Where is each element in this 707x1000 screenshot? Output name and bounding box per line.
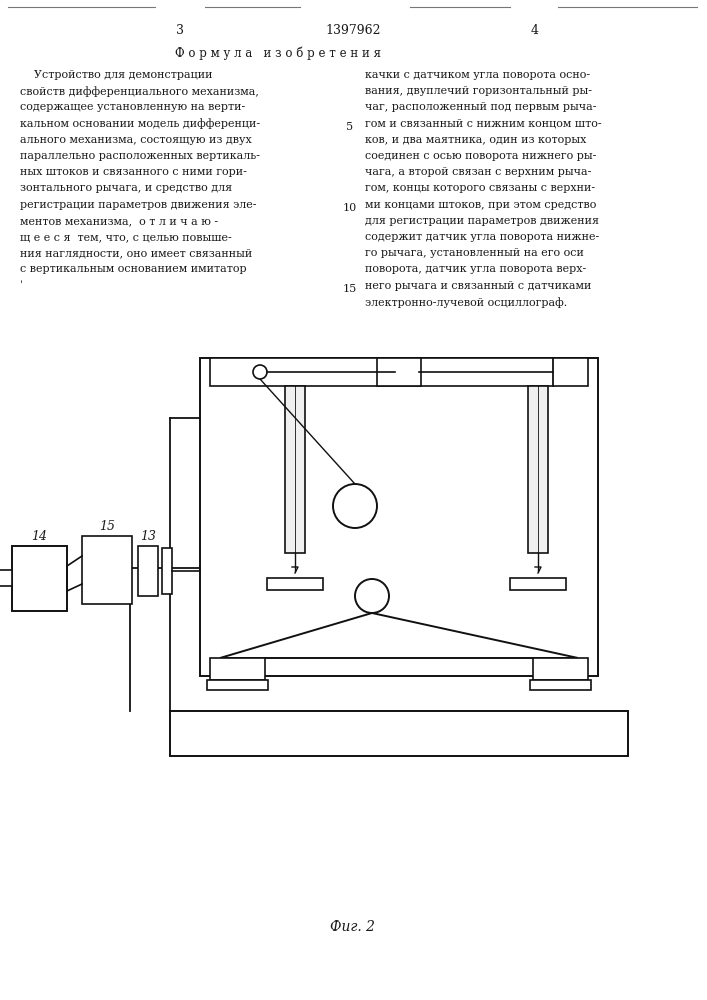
Text: 14: 14 <box>31 530 47 543</box>
Circle shape <box>333 484 377 528</box>
Bar <box>210 358 588 386</box>
Text: гом, концы которого связаны с верхни-: гом, концы которого связаны с верхни- <box>365 183 595 193</box>
Text: ков, и два маятника, один из которых: ков, и два маятника, один из которых <box>365 135 586 145</box>
Bar <box>207 680 268 690</box>
Text: 15: 15 <box>343 284 357 294</box>
Bar <box>82 536 132 604</box>
Polygon shape <box>220 613 578 658</box>
Text: параллельно расположенных вертикаль-: параллельно расположенных вертикаль- <box>20 151 260 161</box>
Text: ˈ: ˈ <box>20 281 23 291</box>
Text: ми концами штоков, при этом средство: ми концами штоков, при этом средство <box>365 200 597 210</box>
Text: ального механизма, состоящую из двух: ального механизма, состоящую из двух <box>20 135 252 145</box>
Text: чаг, расположенный под первым рыча-: чаг, расположенный под первым рыча- <box>365 102 597 112</box>
Bar <box>377 358 421 386</box>
Text: 10: 10 <box>343 203 357 213</box>
Bar <box>528 386 548 553</box>
Text: качки с датчиком угла поворота осно-: качки с датчиком угла поворота осно- <box>365 70 590 80</box>
Bar <box>533 658 588 680</box>
Bar <box>267 578 323 590</box>
Text: 15: 15 <box>99 520 115 533</box>
Text: электронно-лучевой осциллограф.: электронно-лучевой осциллограф. <box>365 297 567 308</box>
Text: 1397962: 1397962 <box>325 24 381 37</box>
Text: гом и связанный с нижним концом што-: гом и связанный с нижним концом што- <box>365 119 602 129</box>
Bar <box>510 578 566 590</box>
Text: ных штоков и связанного с ними гори-: ных штоков и связанного с ними гори- <box>20 167 247 177</box>
Bar <box>200 358 598 676</box>
Circle shape <box>253 365 267 379</box>
Circle shape <box>355 579 389 613</box>
Text: вания, двуплечий горизонтальный ры-: вания, двуплечий горизонтальный ры- <box>365 86 592 96</box>
Text: 13: 13 <box>140 530 156 543</box>
Text: него рычага и связанный с датчиками: него рычага и связанный с датчиками <box>365 281 591 291</box>
Text: ния наглядности, оно имеет связанный: ния наглядности, оно имеет связанный <box>20 248 252 258</box>
Bar <box>285 386 305 553</box>
Text: для регистрации параметров движения: для регистрации параметров движения <box>365 216 599 226</box>
Text: содержащее установленную на верти-: содержащее установленную на верти- <box>20 102 245 112</box>
Bar <box>138 546 158 596</box>
Text: 4: 4 <box>531 24 539 37</box>
Text: зонтального рычага, и средство для: зонтального рычага, и средство для <box>20 183 232 193</box>
Text: Фиг. 2: Фиг. 2 <box>330 920 375 934</box>
Text: поворота, датчик угла поворота верх-: поворота, датчик угла поворота верх- <box>365 264 586 274</box>
Text: Устройство для демонстрации: Устройство для демонстрации <box>20 70 213 80</box>
Text: содержит датчик угла поворота нижне-: содержит датчик угла поворота нижне- <box>365 232 600 242</box>
Text: Ф о р м у л а   и з о б р е т е н и я: Ф о р м у л а и з о б р е т е н и я <box>175 46 381 60</box>
Text: соединен с осью поворота нижнего ры-: соединен с осью поворота нижнего ры- <box>365 151 597 161</box>
Bar <box>530 680 591 690</box>
Bar <box>162 548 172 594</box>
Text: свойств дифференциального механизма,: свойств дифференциального механизма, <box>20 86 259 97</box>
Text: щ е е с я  тем, что, с целью повыше-: щ е е с я тем, что, с целью повыше- <box>20 232 232 242</box>
Bar <box>12 546 67 611</box>
Text: ментов механизма,  о т л и ч а ю -: ментов механизма, о т л и ч а ю - <box>20 216 218 226</box>
Bar <box>210 658 265 680</box>
Text: чага, а второй связан с верхним рыча-: чага, а второй связан с верхним рыча- <box>365 167 591 177</box>
Bar <box>170 711 628 756</box>
Bar <box>0 570 12 586</box>
Text: регистрации параметров движения эле-: регистрации параметров движения эле- <box>20 200 257 210</box>
Text: го рычага, установленный на его оси: го рычага, установленный на его оси <box>365 248 584 258</box>
Text: с вертикальным основанием имитатор: с вертикальным основанием имитатор <box>20 264 247 274</box>
Text: 3: 3 <box>176 24 184 37</box>
Text: 5: 5 <box>346 122 354 132</box>
Text: кальном основании модель дифференци-: кальном основании модель дифференци- <box>20 119 260 129</box>
